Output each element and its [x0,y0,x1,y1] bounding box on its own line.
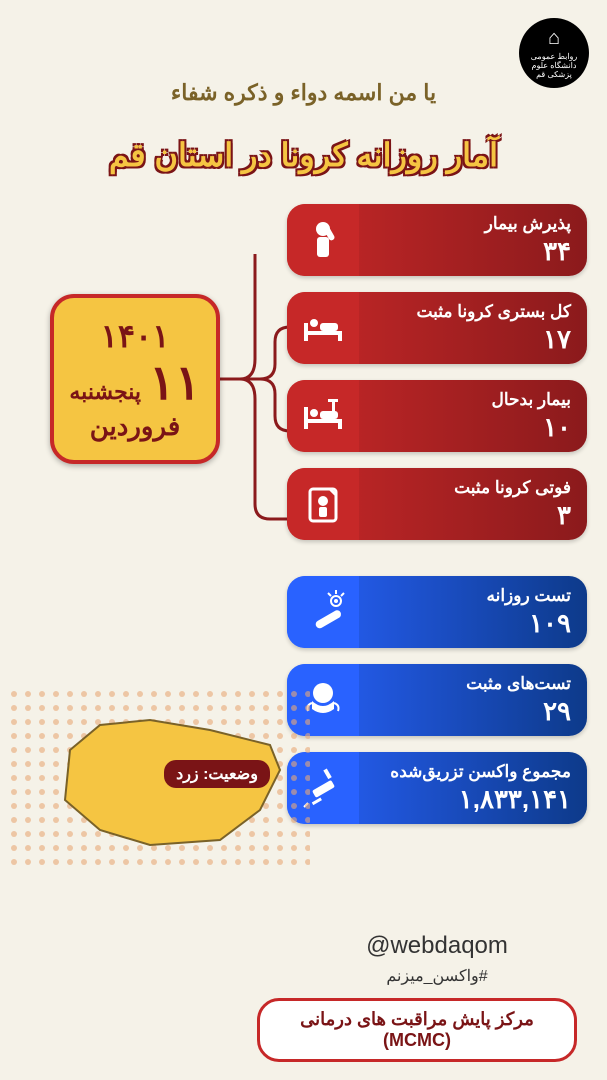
stat-label: پذیرش بیمار [375,214,571,234]
logo-icon: ⌂ [548,27,560,50]
stat-pill: فوتی کرونا مثبت ۳ [287,468,587,540]
patient-salute-icon [287,204,359,276]
stat-row: کل بستری کرونا مثبت ۱۷ [20,292,587,364]
icu-bed-icon [287,380,359,452]
stat-value: ۳ [375,500,571,531]
stat-pill: پذیرش بیمار ۳۴ [287,204,587,276]
stat-label: بیمار بدحال [375,390,571,410]
thermometer-icon [287,576,359,648]
death-icon [287,468,359,540]
stat-value: ۱۰ [375,412,571,443]
hashtag: #واکسن_میزنم [297,966,577,986]
stat-label: مجموع واکسن تزریق‌شده [375,762,571,782]
stat-row: بیمار بدحال ۱۰ [20,380,587,452]
stat-label: تست‌های مثبت [375,674,571,694]
footer: @webdaqom #واکسن_میزنم مرکز پایش مراقبت … [30,932,577,1062]
stat-row: تست روزانه ۱۰۹ [20,576,587,648]
logo-text-2: دانشگاه علوم پزشکی قم [519,61,589,79]
stat-value: ۱۰۹ [375,608,571,639]
stat-label: فوتی کرونا مثبت [375,478,571,498]
stat-pill: تست روزانه ۱۰۹ [287,576,587,648]
stat-pill: مجموع واکسن تزریق‌شده ۱,۸۳۳,۱۴۱ [287,752,587,824]
main-title: آمار روزانه کرونا در استان قم [20,136,587,174]
stat-value: ۳۴ [375,236,571,267]
map-section: وضعیت: زرد [30,710,290,850]
stat-value: ۱۷ [375,324,571,355]
logo-text-1: روابط عمومی [531,52,577,61]
decorative-title: یا من اسمه دواء و ذکره شفاء [20,80,587,106]
hospital-bed-icon [287,292,359,364]
org-logo: ⌂ روابط عمومی دانشگاه علوم پزشکی قم [519,18,589,88]
stat-pill: کل بستری کرونا مثبت ۱۷ [287,292,587,364]
org-footer: مرکز پایش مراقبت های درمانی (MCMC) [257,998,577,1062]
stat-row: پذیرش بیمار ۳۴ [20,204,587,276]
stat-label: تست روزانه [375,586,571,606]
stat-row: فوتی کرونا مثبت ۳ [20,468,587,540]
stat-pill: تست‌های مثبت ۲۹ [287,664,587,736]
social-handle: @webdaqom [297,932,577,960]
stat-value: ۱,۸۳۳,۱۴۱ [375,784,571,815]
stat-value: ۲۹ [375,696,571,727]
stat-pill: بیمار بدحال ۱۰ [287,380,587,452]
status-badge: وضعیت: زرد [164,760,270,788]
stat-label: کل بستری کرونا مثبت [375,302,571,322]
